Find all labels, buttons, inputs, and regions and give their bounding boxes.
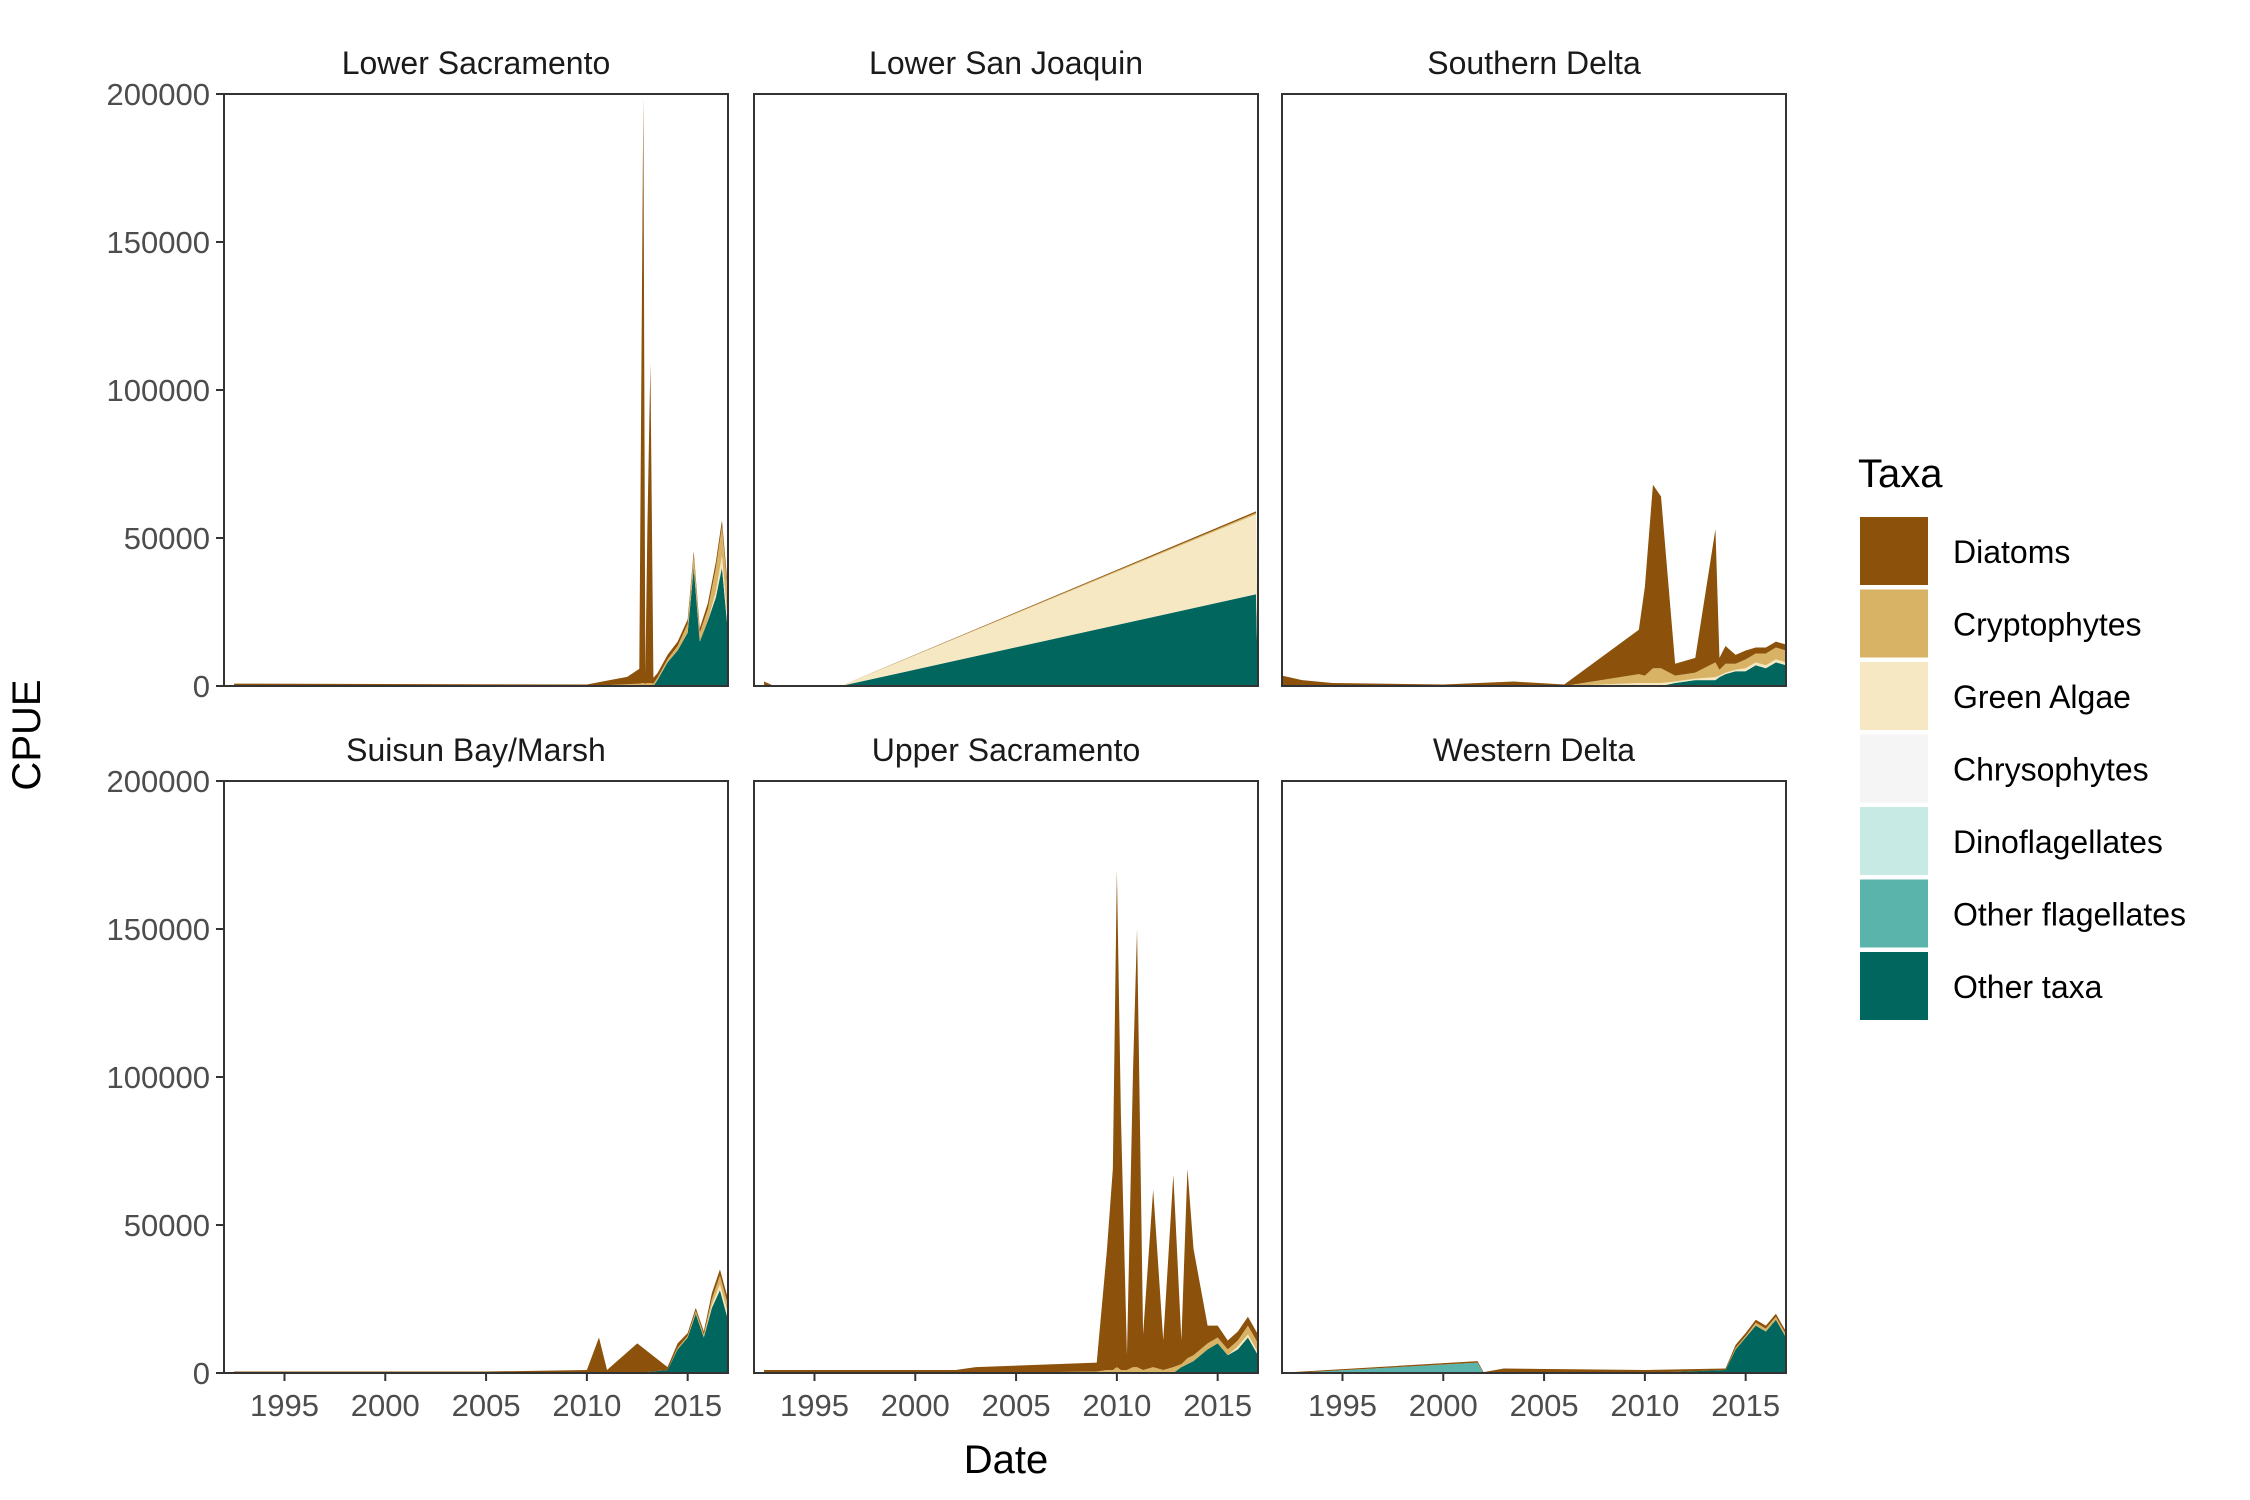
y-tick-label: 50000: [124, 1208, 210, 1243]
area-layers: [234, 1269, 728, 1373]
legend-label-other-taxa: Other taxa: [1953, 969, 2103, 1005]
panel-border: [753, 780, 1259, 1374]
legend-label-dinoflagellates: Dinoflagellates: [1953, 824, 2163, 860]
area-layers: [1282, 484, 1786, 686]
x-tick-label: 1995: [780, 1388, 849, 1423]
x-tick-label: 2010: [552, 1388, 621, 1423]
legend-key-green-algae: [1860, 662, 1928, 730]
panel-title: Suisun Bay/Marsh: [346, 732, 606, 768]
legend-key-dinoflagellates: [1860, 807, 1928, 875]
y-tick-label: 100000: [107, 373, 210, 408]
area-other-taxa: [1282, 662, 1786, 686]
area-cryptophytes: [1282, 647, 1786, 686]
x-tick-label: 2010: [1610, 1388, 1679, 1423]
panel-title: Southern Delta: [1427, 45, 1641, 81]
panel-upper-sacramento: Upper Sacramento 1995 2000 2005 2010 2015: [753, 732, 1259, 1423]
panel-border: [1281, 93, 1787, 687]
panel-lower-san-joaquin: Lower San Joaquin: [753, 45, 1259, 687]
panel-western-delta: Western Delta 1995 2000 2005 2010 2015: [1281, 732, 1787, 1423]
x-tick-label: 2000: [1409, 1388, 1478, 1423]
panel-border: [1281, 780, 1787, 1374]
panel-border: [753, 93, 1259, 687]
area-green-algae: [764, 514, 1258, 686]
area-layers: [234, 96, 728, 686]
panel-title: Lower Sacramento: [342, 45, 611, 81]
area-diatoms: [764, 869, 1258, 1373]
legend: Taxa Diatoms Cryptophytes Green Algae Chrys…: [1858, 452, 2186, 1020]
panels: Lower Sacramento 0 50000 100000 150000 200000…: [107, 45, 1787, 1423]
x-tick-label: 2010: [1082, 1388, 1151, 1423]
panel-background: [1282, 94, 1786, 686]
x-tick-label: 2005: [982, 1388, 1051, 1423]
panel-background: [1282, 781, 1786, 1373]
x-tick-label: 2015: [1183, 1388, 1252, 1423]
y-tick-label: 150000: [107, 912, 210, 947]
y-tick-label: 200000: [107, 77, 210, 112]
x-tick-label: 2015: [653, 1388, 722, 1423]
panel-southern-delta: Southern Delta: [1281, 45, 1787, 687]
y-tick-label: 50000: [124, 521, 210, 556]
panel-background: [754, 781, 1258, 1373]
area-other-taxa: [1292, 1319, 1786, 1373]
x-tick-label: 2005: [452, 1388, 521, 1423]
x-tick-label: 2000: [881, 1388, 950, 1423]
area-other-taxa: [764, 1337, 1258, 1373]
legend-label-other-flagellates: Other flagellates: [1953, 897, 2186, 933]
panel-title: Lower San Joaquin: [869, 45, 1143, 81]
legend-title: Taxa: [1858, 452, 1943, 496]
panel-background: [224, 781, 728, 1373]
legend-label-diatoms: Diatoms: [1953, 534, 2070, 570]
legend-key-diatoms: [1860, 517, 1928, 585]
panel-title: Upper Sacramento: [872, 732, 1141, 768]
area-other-taxa: [234, 567, 728, 686]
y-tick-label: 100000: [107, 1060, 210, 1095]
panel-suisun-bay-marsh: Suisun Bay/Marsh 0 50000 100000 150000 200000…: [107, 732, 729, 1423]
legend-label-cryptophytes: Cryptophytes: [1953, 607, 2142, 643]
x-tick-label: 1995: [250, 1388, 319, 1423]
legend-key-other-flagellates: [1860, 879, 1928, 948]
area-other-taxa: [764, 594, 1258, 686]
legend-key-chrysophytes: [1860, 734, 1928, 803]
y-tick-label: 0: [193, 669, 210, 704]
panel-lower-sacramento: Lower Sacramento 0 50000 100000 150000 200000: [107, 45, 729, 704]
x-tick-label: 1995: [1308, 1388, 1377, 1423]
area-diatoms: [1282, 484, 1786, 686]
legend-label-green-algae: Green Algae: [1953, 679, 2131, 715]
x-tick-label: 2015: [1711, 1388, 1780, 1423]
y-tick-label: 0: [193, 1356, 210, 1391]
legend-key-other-taxa: [1860, 952, 1928, 1020]
area-other-taxa: [234, 1290, 728, 1373]
panel-title: Western Delta: [1433, 732, 1635, 768]
area-layers: [764, 869, 1258, 1373]
area-layers: [764, 511, 1258, 686]
legend-label-chrysophytes: Chrysophytes: [1953, 752, 2149, 788]
x-axis-title: Date: [964, 1438, 1049, 1482]
x-tick-label: 2005: [1510, 1388, 1579, 1423]
x-tick-label: 2000: [351, 1388, 420, 1423]
y-tick-label: 200000: [107, 764, 210, 799]
y-tick-label: 150000: [107, 225, 210, 260]
y-axis-title: CPUE: [5, 679, 49, 790]
legend-key-cryptophytes: [1860, 589, 1928, 658]
area-layers: [1292, 1313, 1786, 1373]
